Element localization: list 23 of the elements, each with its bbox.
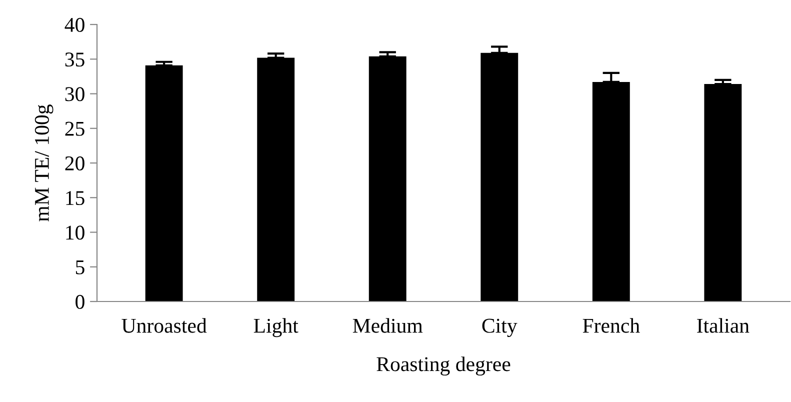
bar [257, 58, 295, 302]
x-tick-label: Medium [352, 318, 423, 333]
y-tick-label: 0 [76, 294, 84, 309]
bar [704, 84, 742, 302]
x-tick-label: City [482, 318, 518, 338]
y-tick-label: 40 [64, 18, 84, 32]
x-tick-label: French [582, 318, 640, 333]
y-tick-label: 20 [65, 156, 84, 170]
x-tick-label: Italian [697, 318, 750, 333]
y-tick-label: 10 [66, 226, 84, 240]
bar [368, 56, 406, 302]
bar [480, 52, 518, 302]
y-tick-label: 25 [65, 122, 84, 136]
y-tick-label: 15 [66, 191, 84, 206]
y-axis-title: mM TE/ 100g [34, 104, 54, 222]
x-tick-label: Light [254, 318, 298, 338]
bar [592, 82, 630, 302]
y-tick-label: 30 [65, 87, 84, 102]
x-tick-label: Unroasted [122, 318, 207, 333]
x-axis-title: Roasting degree [376, 356, 510, 376]
y-tick-label: 35 [65, 52, 84, 67]
y-tick-label: 5 [76, 260, 84, 274]
bar [145, 65, 183, 302]
